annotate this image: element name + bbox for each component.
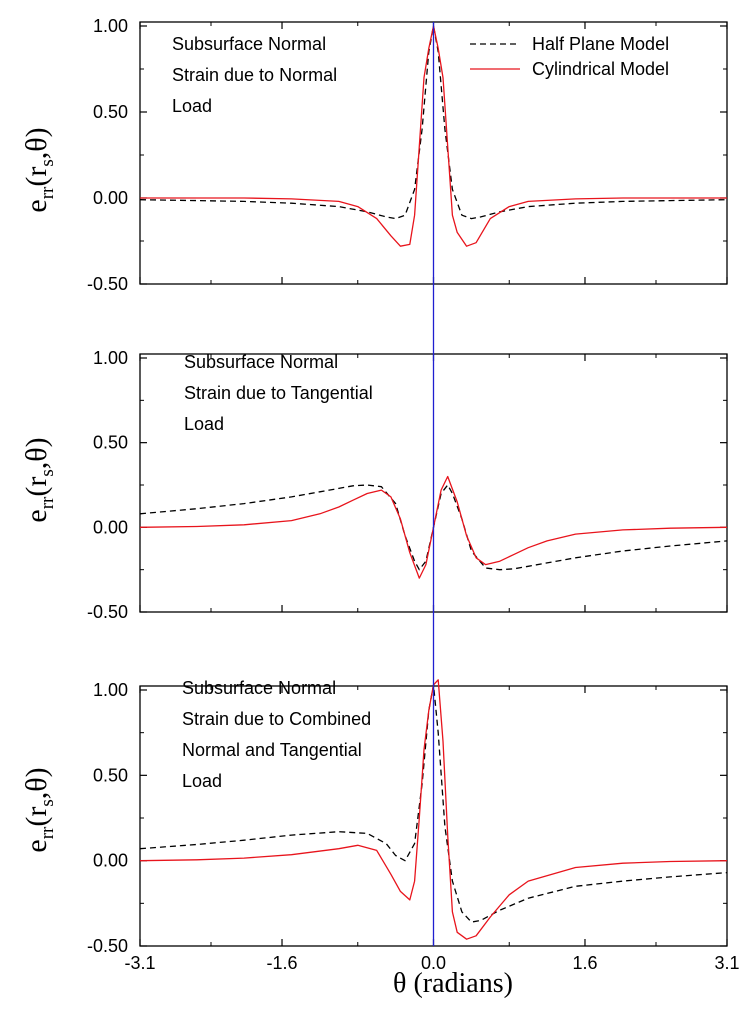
y-tick-label: -0.50: [87, 936, 128, 956]
annotation-line: Subsurface Normal: [182, 678, 336, 698]
legend-label: Half Plane Model: [532, 34, 669, 54]
legend: Half Plane Model Cylindrical Model: [470, 34, 669, 79]
chart-panel-1: -0.50 0.00 0.50 1.00 Subsurface Normal Strain…: [20, 16, 728, 294]
annotation-line: Subsurface Normal: [184, 352, 338, 372]
x-tick-label: 1.6: [572, 953, 597, 973]
y-tick-label: 1.00: [93, 16, 128, 36]
x-tick-label: 0.0: [421, 953, 446, 973]
annotation-line: Strain due to Tangential: [184, 383, 373, 403]
x-tick-label: -1.6: [267, 953, 298, 973]
legend-label: Cylindrical Model: [532, 59, 669, 79]
chart-panel-3: -0.50 0.00 0.50 1.00 -3.1 -1.6 0.0 1.6 3.1 Subsur…: [20, 678, 740, 973]
chart-panels: -0.50 0.00 0.50 1.00 Subsurface Normal Strain…: [20, 16, 740, 973]
y-tick-label: 0.00: [93, 517, 128, 537]
y-tick-label: 1.00: [93, 348, 128, 368]
y-tick-label: -0.50: [87, 274, 128, 294]
x-tick-label: -3.1: [124, 953, 155, 973]
y-tick-label: 1.00: [93, 680, 128, 700]
y-tick-label: 0.50: [93, 765, 128, 785]
y-axis-label: err(rs,θ): [20, 127, 58, 212]
chart-panel-2: -0.50 0.00 0.50 1.00 Subsurface Normal Strain…: [20, 348, 728, 622]
y-tick-label: 0.00: [93, 851, 128, 871]
x-axis-label: θ (radians): [393, 968, 513, 999]
y-tick-label: 0.00: [93, 188, 128, 208]
annotation-line: Load: [172, 96, 212, 116]
x-tick-label: 3.1: [714, 953, 739, 973]
y-tick-label: 0.50: [93, 102, 128, 122]
annotation-line: Strain due to Combined: [182, 709, 371, 729]
annotation-line: Normal and Tangential: [182, 740, 362, 760]
annotation-line: Strain due to Normal: [172, 65, 337, 85]
annotation-line: Load: [184, 414, 224, 434]
annotation-line: Subsurface Normal: [172, 34, 326, 54]
y-axis-label: err(rs,θ): [20, 767, 58, 852]
y-tick-label: -0.50: [87, 602, 128, 622]
y-axis-label: err(rs,θ): [20, 437, 58, 522]
y-tick-label: 0.50: [93, 433, 128, 453]
annotation-line: Load: [182, 771, 222, 791]
